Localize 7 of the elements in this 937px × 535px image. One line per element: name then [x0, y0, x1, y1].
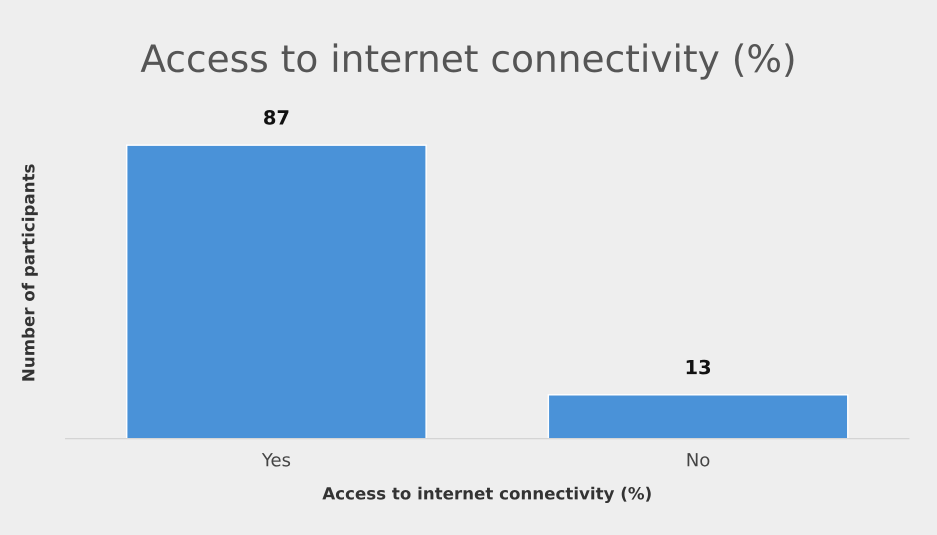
- x-tick-label: Yes: [262, 453, 290, 467]
- data-label: 13: [686, 360, 710, 374]
- y-axis-title: Number of participants: [22, 164, 38, 381]
- chart-title: Access to internet connectivity (%): [140, 43, 794, 80]
- x-tick-label: No: [688, 453, 710, 467]
- data-label: 87: [264, 110, 288, 125]
- x-axis-title: Access to internet connectivity (%): [322, 486, 651, 503]
